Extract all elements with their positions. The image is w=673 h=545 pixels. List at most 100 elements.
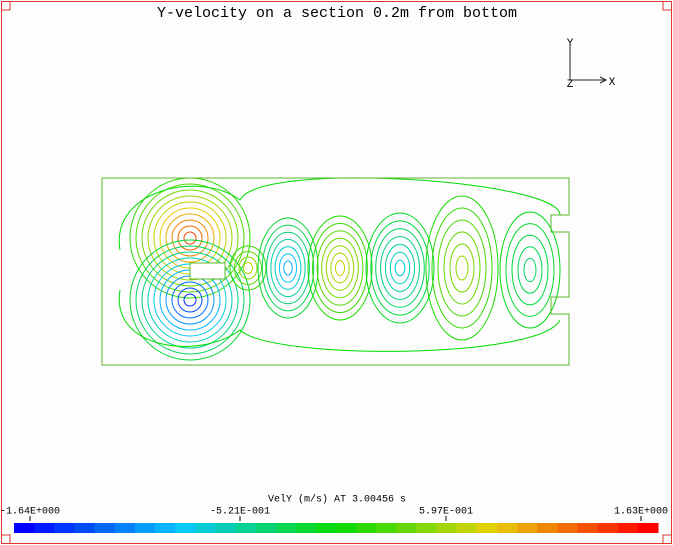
contour-line	[141, 189, 239, 287]
contour-line	[499, 211, 561, 329]
contour-line	[437, 219, 487, 317]
contour-line	[177, 287, 203, 313]
colorbar-cell	[74, 523, 95, 533]
colorbar-cell	[315, 523, 337, 533]
contour-line	[266, 231, 310, 305]
colorbar-cell	[577, 523, 599, 533]
contour-line	[283, 260, 293, 276]
contour-line	[177, 225, 203, 251]
colorbar-cell	[235, 523, 256, 533]
contour-line	[455, 255, 469, 281]
contour-line	[135, 245, 245, 355]
contour-line	[449, 243, 475, 293]
colorbar-cell	[336, 523, 357, 533]
axis-triad	[569, 44, 608, 84]
contour-line	[257, 217, 319, 319]
colorbar-cell	[54, 523, 75, 533]
contour-line	[316, 230, 364, 306]
colorbar-cell	[154, 523, 176, 533]
colorbar-cell	[34, 523, 55, 533]
colorbar-cell	[215, 523, 236, 533]
colorbar-cell	[597, 523, 619, 533]
colorbar-cell	[557, 523, 578, 533]
colorbar-tick-label: -5.21E-001	[210, 507, 270, 518]
colorbar: -1.64E+000 -5.21E-001 5.97E-001 1.63E+000	[0, 507, 668, 533]
contour-line	[183, 293, 197, 307]
colorbar-cell	[537, 523, 558, 533]
contour-line	[312, 222, 368, 314]
contour-line	[234, 251, 262, 285]
contour-line	[365, 212, 435, 324]
obstacle	[189, 262, 226, 280]
contour-line	[389, 251, 411, 285]
contour-line	[270, 238, 306, 298]
colorbar-cell	[295, 523, 317, 533]
colorbar-cell	[637, 523, 659, 533]
contour-line	[165, 213, 215, 263]
contour-line	[517, 246, 543, 294]
contour-line	[394, 259, 406, 277]
colorbar-tick-label: 5.97E-001	[419, 507, 473, 518]
contour-plot	[118, 177, 561, 361]
contour-line	[274, 246, 302, 290]
contour-line	[171, 219, 209, 257]
contour-line	[261, 224, 315, 312]
contour-line	[238, 256, 258, 280]
colorbar-cell	[94, 523, 116, 533]
contour-line	[370, 220, 430, 316]
colorbar-cell	[175, 523, 196, 533]
colorbar-cell	[376, 523, 397, 533]
colorbar-cell	[497, 523, 518, 533]
contour-line	[443, 231, 481, 305]
contour-line	[118, 289, 561, 352]
colorbar-cell	[396, 523, 417, 533]
colorbar-cell	[456, 523, 478, 533]
contour-line	[141, 251, 239, 349]
contour-line	[425, 195, 499, 341]
contour-line	[135, 183, 245, 293]
contour-line	[511, 234, 549, 306]
triad-z: Z	[567, 79, 574, 91]
colorbar-tick-label: 1.63E+000	[614, 507, 668, 518]
contour-line	[330, 252, 350, 284]
colorbar-cell	[275, 523, 297, 533]
contour-line	[243, 262, 253, 274]
contour-line	[278, 253, 298, 283]
contour-line	[129, 239, 251, 361]
contour-line	[325, 245, 355, 291]
triad-y: Y	[567, 38, 574, 50]
colorbar-label: VelY (m/s) AT 3.00456 s	[268, 494, 406, 506]
contour-line	[523, 257, 537, 283]
contour-line	[171, 281, 209, 319]
triad-x: X	[609, 77, 616, 89]
contour-line	[183, 231, 197, 245]
contour-line	[505, 223, 555, 317]
colorbar-cell	[114, 523, 136, 533]
contour-line	[307, 215, 373, 321]
contour-line	[321, 237, 359, 299]
contour-line	[384, 243, 416, 293]
colorbar-cell	[416, 523, 438, 533]
contour-line	[229, 245, 267, 291]
contour-line	[118, 177, 561, 251]
colorbar-cell	[195, 523, 216, 533]
contour-line	[431, 207, 493, 329]
colorbar-cell	[517, 523, 538, 533]
colorbar-cell	[617, 523, 639, 533]
colorbar-tick-label: -1.64E+000	[0, 507, 60, 518]
title: Y-velocity on a section 0.2m from bottom	[157, 5, 517, 22]
contour-line	[375, 228, 425, 308]
contour-line	[380, 236, 420, 300]
colorbar-cell	[356, 523, 377, 533]
contour-line	[334, 260, 346, 276]
contour-line	[147, 195, 233, 281]
domain-outline	[101, 177, 570, 366]
colorbar-cell	[14, 523, 35, 533]
colorbar-cell	[134, 523, 156, 533]
colorbar-cell	[476, 523, 498, 533]
colorbar-cell	[255, 523, 277, 533]
contour-line	[147, 257, 233, 343]
